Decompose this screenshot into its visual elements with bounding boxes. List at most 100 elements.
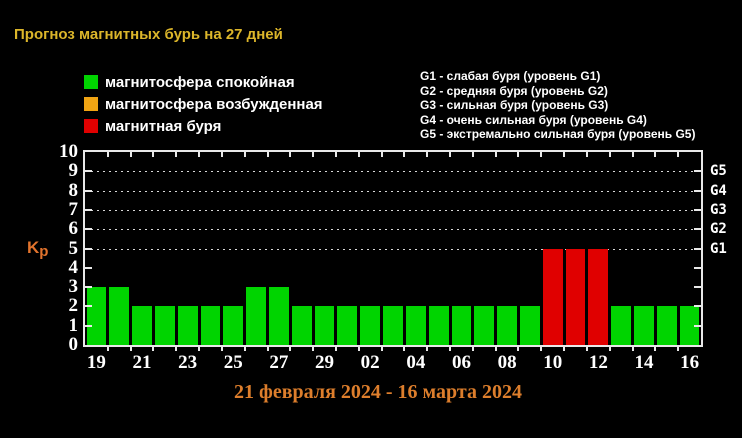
excited-orange-swatch (84, 97, 98, 111)
bottom-day-tick (471, 347, 474, 351)
bottom-day-tick (654, 347, 657, 351)
kp-bar-day-14 (634, 306, 654, 345)
bottom-day-tick (517, 347, 520, 351)
y-tick-right (694, 324, 701, 327)
storm-level-line-g5: G5 - экстремально сильная буря (уровень … (420, 127, 696, 141)
x-axis-label-02: 02 (360, 352, 380, 373)
y-tick-right (694, 228, 701, 231)
kp-bar-day-08 (497, 306, 517, 345)
y-axis-label-1: 1 (68, 314, 79, 336)
x-axis-label-19: 19 (86, 352, 106, 373)
y-tick-left (85, 228, 92, 231)
date-range-caption: 21 февраля 2024 - 16 марта 2024 (234, 381, 522, 403)
top-day-tick (220, 152, 223, 157)
x-axis-label-06: 06 (451, 352, 471, 373)
kp-bar-day-22 (154, 306, 175, 345)
kp-axis-label-k: K (27, 238, 40, 257)
kp-bar-day-23 (177, 306, 198, 345)
storm-level-line-g1: G1 - слабая буря (уровень G1) (420, 69, 601, 83)
top-day-tick (585, 152, 588, 157)
y-axis-label-6: 6 (68, 218, 79, 240)
page-title: Прогноз магнитных бурь на 27 дней (14, 26, 283, 43)
kp-bar-day-29 (314, 306, 335, 345)
y-tick-left (85, 189, 92, 192)
x-axis-label-10: 10 (543, 352, 563, 373)
bottom-day-tick (563, 347, 566, 351)
x-axis-label-23: 23 (178, 352, 198, 373)
right-axis-label-g4: G4 (710, 182, 727, 199)
bottom-day-tick (266, 347, 269, 351)
y-axis-label-10: 10 (59, 141, 78, 162)
bottom-day-tick (220, 347, 223, 351)
x-axis-label-08: 08 (497, 352, 517, 373)
legend-item-storm: магнитная буря (84, 118, 323, 135)
x-axis-label-29: 29 (315, 352, 335, 373)
top-day-tick (289, 152, 292, 157)
right-axis-label-g1: G1 (710, 240, 727, 257)
y-tick-left (85, 305, 92, 308)
gridline-kp7 (85, 209, 701, 211)
top-day-tick (631, 152, 634, 157)
y-tick-left (85, 208, 92, 211)
chart-legend: магнитосфера спокойная магнитосфера возб… (84, 73, 323, 141)
x-axis-label-12: 12 (588, 352, 608, 373)
bottom-day-tick (198, 347, 201, 351)
kp-bar-day-19 (86, 287, 107, 345)
x-axis-label-04: 04 (406, 352, 426, 373)
top-day-tick (152, 152, 155, 157)
kp-bar-day-06 (451, 306, 472, 345)
kp-bar-day-28 (291, 306, 312, 345)
top-day-tick (175, 152, 178, 157)
kp-bar-day-20 (109, 287, 130, 345)
plot-area (83, 150, 703, 347)
x-axis-label-27: 27 (269, 352, 289, 373)
y-tick-right (694, 266, 701, 269)
legend-label-excited: магнитосфера возбужденная (105, 95, 323, 113)
kp-bar-day-09 (519, 306, 540, 345)
x-axis-label-14: 14 (634, 352, 654, 373)
bottom-day-tick (312, 347, 315, 351)
right-axis-label-g2: G2 (710, 221, 727, 238)
bottom-day-tick (426, 347, 429, 351)
bottom-day-tick (334, 347, 337, 351)
kp-bar-day-07 (474, 306, 495, 345)
kp-bar-day-05 (428, 306, 449, 345)
top-day-tick (106, 152, 109, 157)
top-day-tick (540, 152, 543, 157)
top-day-tick (312, 152, 315, 157)
top-day-tick (517, 152, 520, 157)
top-day-tick (243, 152, 246, 157)
bottom-day-tick (106, 347, 109, 351)
top-day-tick (334, 152, 337, 157)
legend-item-excited: магнитосфера возбужденная (84, 95, 323, 113)
gridline-kp9 (85, 171, 701, 173)
storm-level-line-g3: G3 - сильная буря (уровень G3) (420, 98, 609, 112)
top-day-tick (494, 152, 497, 157)
x-axis-label-21: 21 (132, 352, 152, 373)
right-axis-label-g5: G5 (710, 163, 727, 180)
top-day-tick (563, 152, 566, 157)
y-axis-label-4: 4 (68, 256, 79, 278)
storm-red-swatch (84, 119, 98, 133)
y-axis-label-3: 3 (68, 276, 79, 298)
kp-axis-label: Kp (27, 238, 48, 260)
y-tick-right (694, 286, 701, 289)
bottom-day-tick (631, 347, 634, 351)
legend-label-quiet: магнитосфера спокойная (105, 73, 295, 91)
kp-bar-day-25 (223, 306, 244, 345)
top-day-tick (380, 152, 383, 157)
storm-level-line-g4: G4 - очень сильная буря (уровень G4) (420, 112, 647, 127)
y-tick-left (85, 247, 92, 250)
kp-bar-day-11 (565, 248, 586, 345)
top-day-tick (449, 152, 452, 157)
kp-bar-day-13 (611, 306, 632, 345)
y-tick-right (694, 305, 701, 308)
y-axis-label-5: 5 (68, 237, 79, 259)
y-tick-right (694, 189, 701, 192)
bottom-day-tick (243, 347, 246, 351)
y-tick-left (85, 286, 92, 289)
bottom-day-tick (380, 347, 383, 351)
bottom-day-tick (677, 347, 680, 351)
y-tick-right (694, 247, 701, 250)
storm-level-line-g2: G2 - средняя буря (уровень G2) (420, 83, 608, 98)
